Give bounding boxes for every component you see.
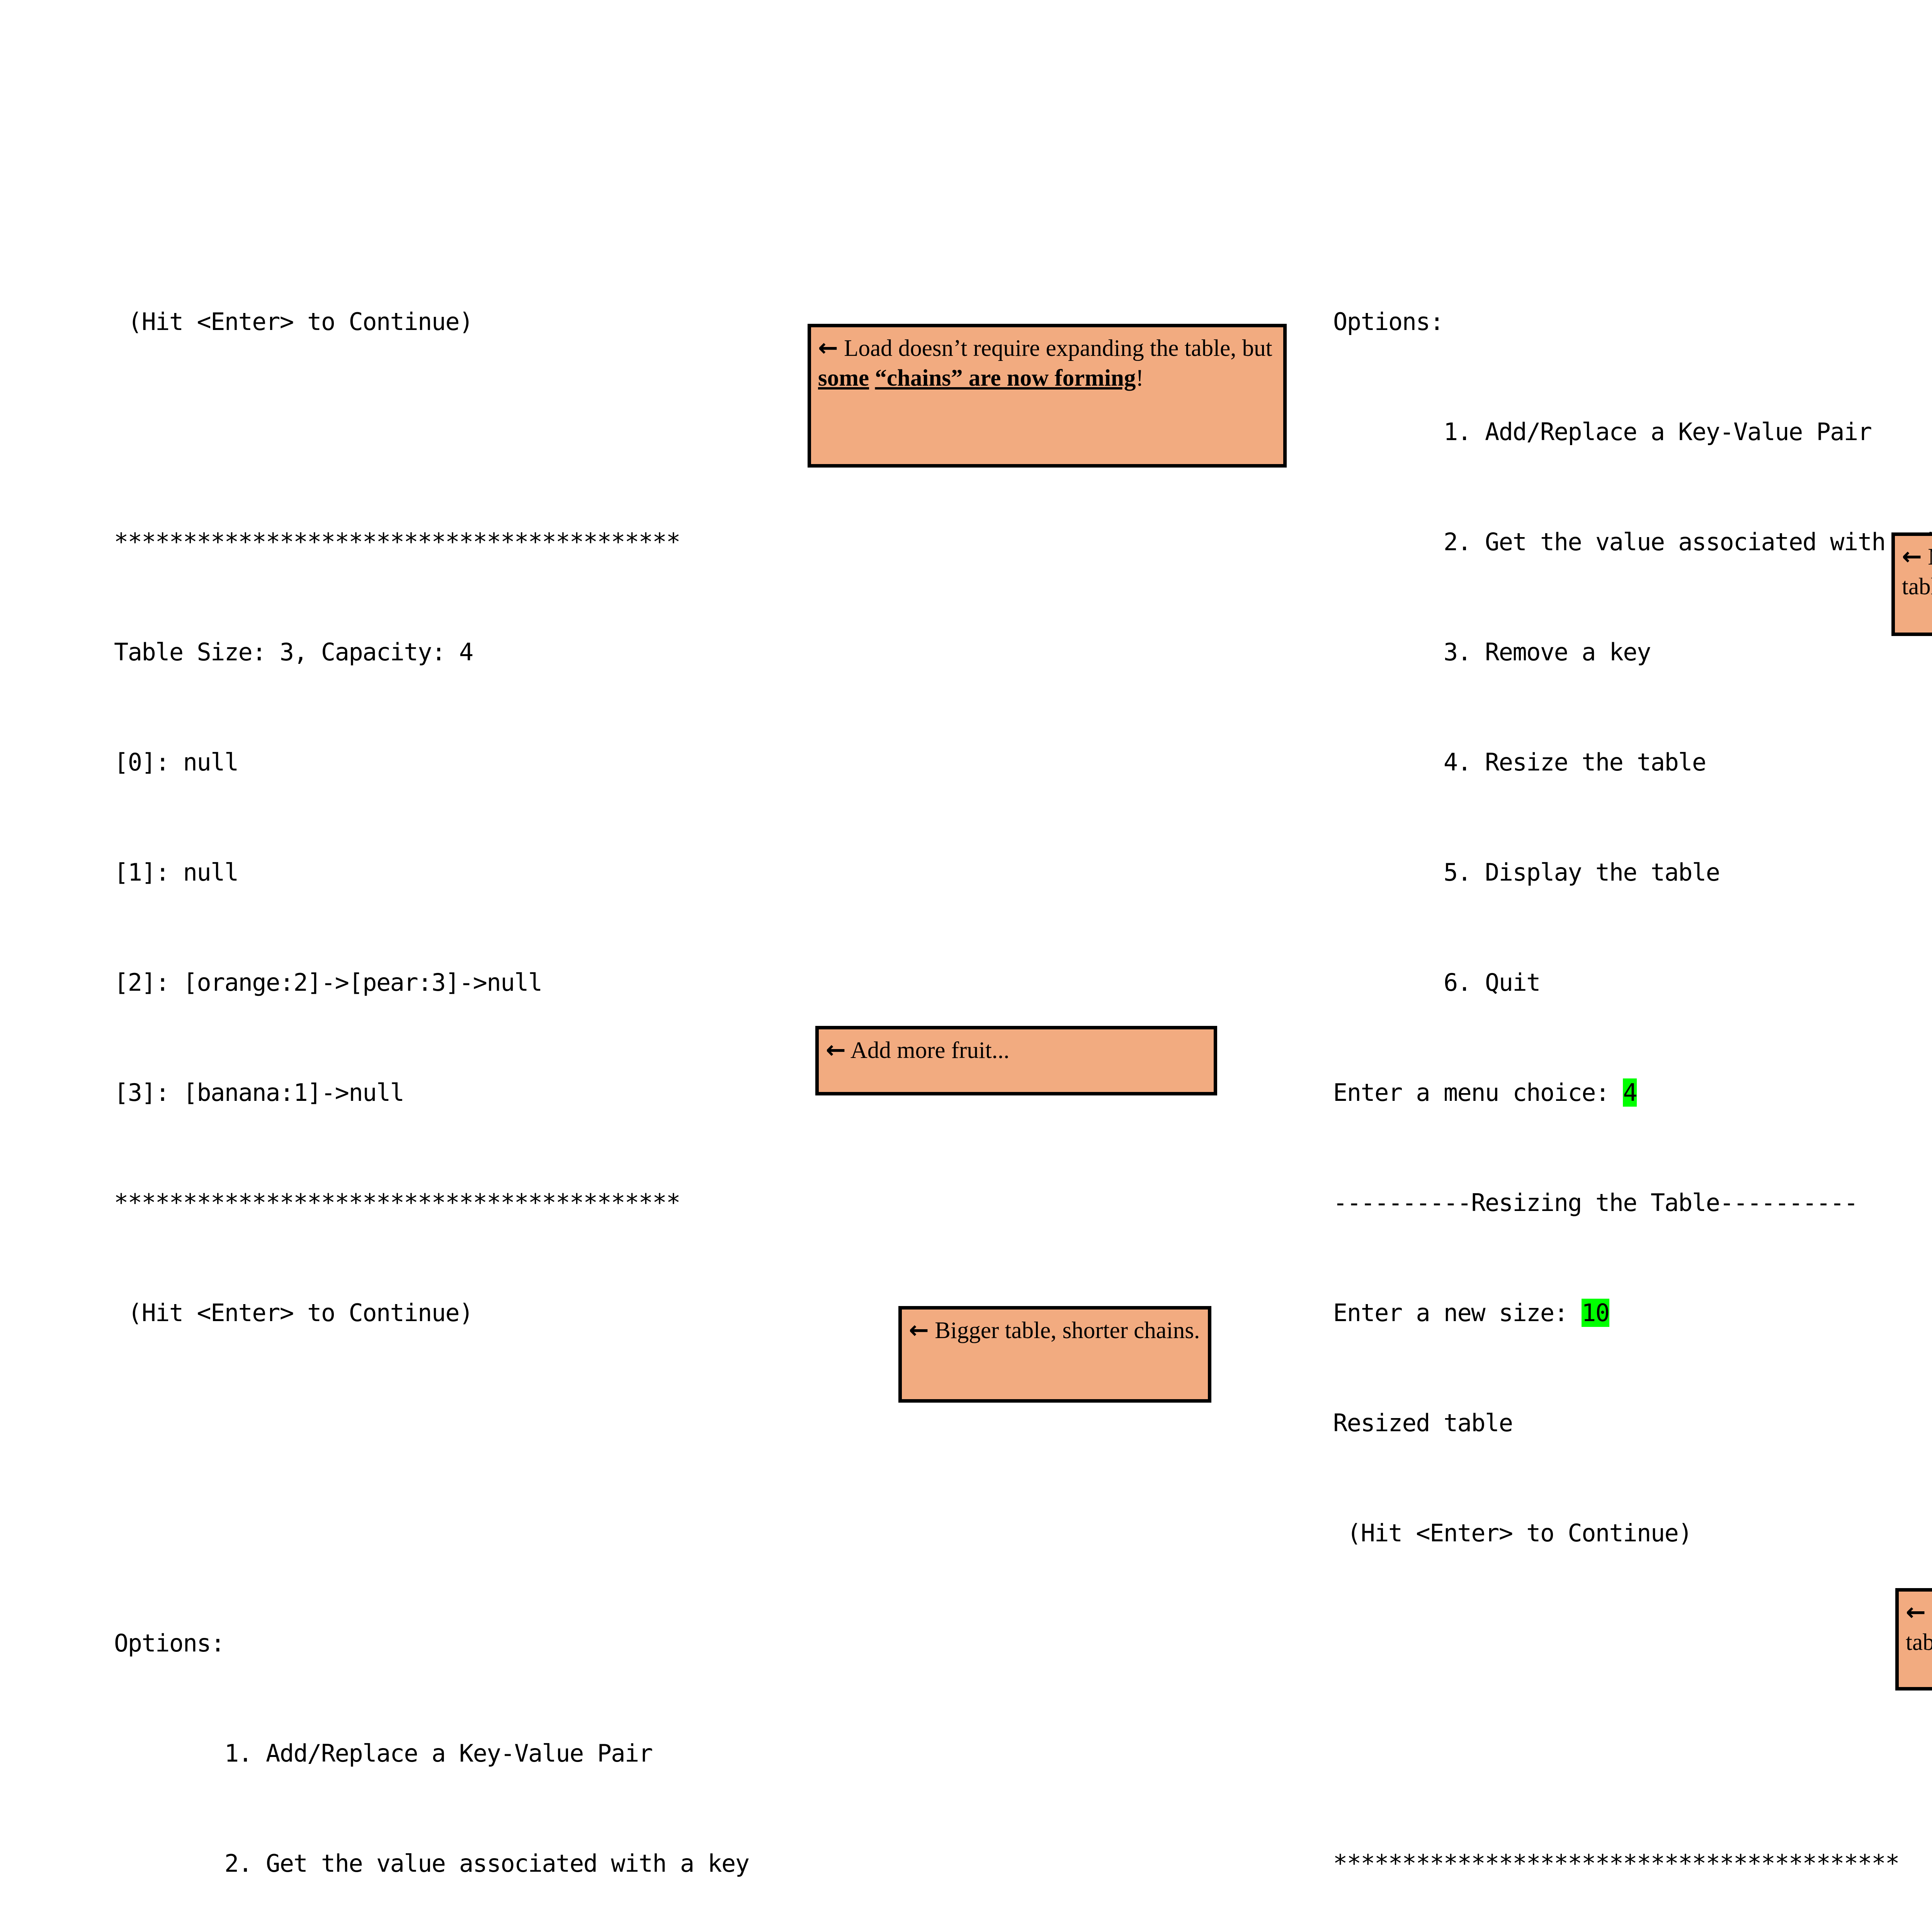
table-header-a: Table Size: 3, Capacity: 4 [114,638,474,666]
blank-line [114,1515,832,1551]
left-arrow-icon: ← [826,1036,846,1064]
star-separator: ****************************************… [114,528,680,556]
menu-choice-value: 4 [1623,1078,1638,1107]
continue-prompt: (Hit <Enter> to Continue) [1333,1519,1693,1547]
bucket-row: [2]: [orange:2]->[pear:3]->null [114,968,543,997]
menu-item-5: 5. Display the table [1333,858,1720,886]
enter-new-size-label: Enter a new size: [1333,1299,1582,1327]
callout-text: Bigger table, shorter chains. [929,1318,1200,1344]
menu-item-3: 3. Remove a key [1333,638,1651,666]
dash-separator-resize: ----------Resizing the Table---------- [1333,1189,1858,1217]
left-arrow-icon: ← [818,333,838,362]
callout-chains-forming: ← Load doesn’t require expanding the tab… [808,324,1287,468]
callout-text-part3: ! [1136,365,1144,391]
blank-line [1333,1735,1932,1772]
callout-add-more-fruit: ← Add more fruit... [815,1026,1217,1095]
options-header: Options: [114,1629,225,1657]
menu-item-4: 4. Resize the table [1333,748,1706,776]
bucket-row: [0]: null [114,748,239,776]
left-arrow-icon: ← [1902,542,1922,570]
blank-line [1333,1625,1932,1662]
callout-text-bold-some: some [818,365,869,391]
callout-text-bold-chains: “chains” are now forming [875,365,1136,391]
left-arrow-icon: ← [909,1316,929,1344]
callout-text-part2 [869,365,875,391]
menu-item-2: 2. Get the value associated with a key [114,1849,750,1878]
menu-item-6: 6. Quit [1333,968,1541,997]
menu-choice-label: Enter a menu choice: [1333,1078,1623,1107]
continue-prompt: (Hit <Enter> to Continue) [114,308,474,336]
bucket-row: [1]: null [114,858,239,886]
callout-text: Add more fruit... [845,1037,1010,1063]
menu-item-2: 2. Get the value associated with a key [1333,528,1932,556]
bucket-row: [3]: [banana:1]->null [114,1078,405,1107]
continue-prompt: (Hit <Enter> to Continue) [114,1299,474,1327]
enter-new-size-line: Enter a new size: 10 [1333,1294,1932,1331]
callout-bigger-table: ← Bigger table, shorter chains. [898,1306,1211,1403]
star-separator: ****************************************… [114,1189,680,1217]
blank-line [114,413,832,450]
star-separator: ****************************************… [1333,1849,1900,1878]
menu-item-1: 1. Add/Replace a Key-Value Pair [114,1739,653,1767]
callout-text: Manually resize table to a larger table. [1902,544,1932,600]
callout-text: Manually resize table to a smaller table… [1906,1600,1932,1655]
menu-choice-line: Enter a menu choice: 4 [1333,1074,1932,1111]
options-header: Options: [1333,308,1444,336]
callout-resize-smaller: ← Manually resize table to a smaller tab… [1895,1588,1932,1690]
resized-table-message: Resized table [1333,1409,1513,1437]
terminal-output-right-column: Options: 1. Add/Replace a Key-Value Pair… [1333,193,1932,1932]
left-arrow-icon: ← [1906,1598,1926,1626]
menu-item-1: 1. Add/Replace a Key-Value Pair [1333,418,1872,446]
callout-text-part1: Load doesn’t require expanding the table… [838,335,1272,361]
callout-resize-larger: ← Manually resize table to a larger tabl… [1891,532,1932,636]
entered-new-size: 10 [1582,1299,1610,1327]
terminal-output-left-column: (Hit <Enter> to Continue) **************… [114,193,832,1932]
blank-line [114,1405,832,1441]
